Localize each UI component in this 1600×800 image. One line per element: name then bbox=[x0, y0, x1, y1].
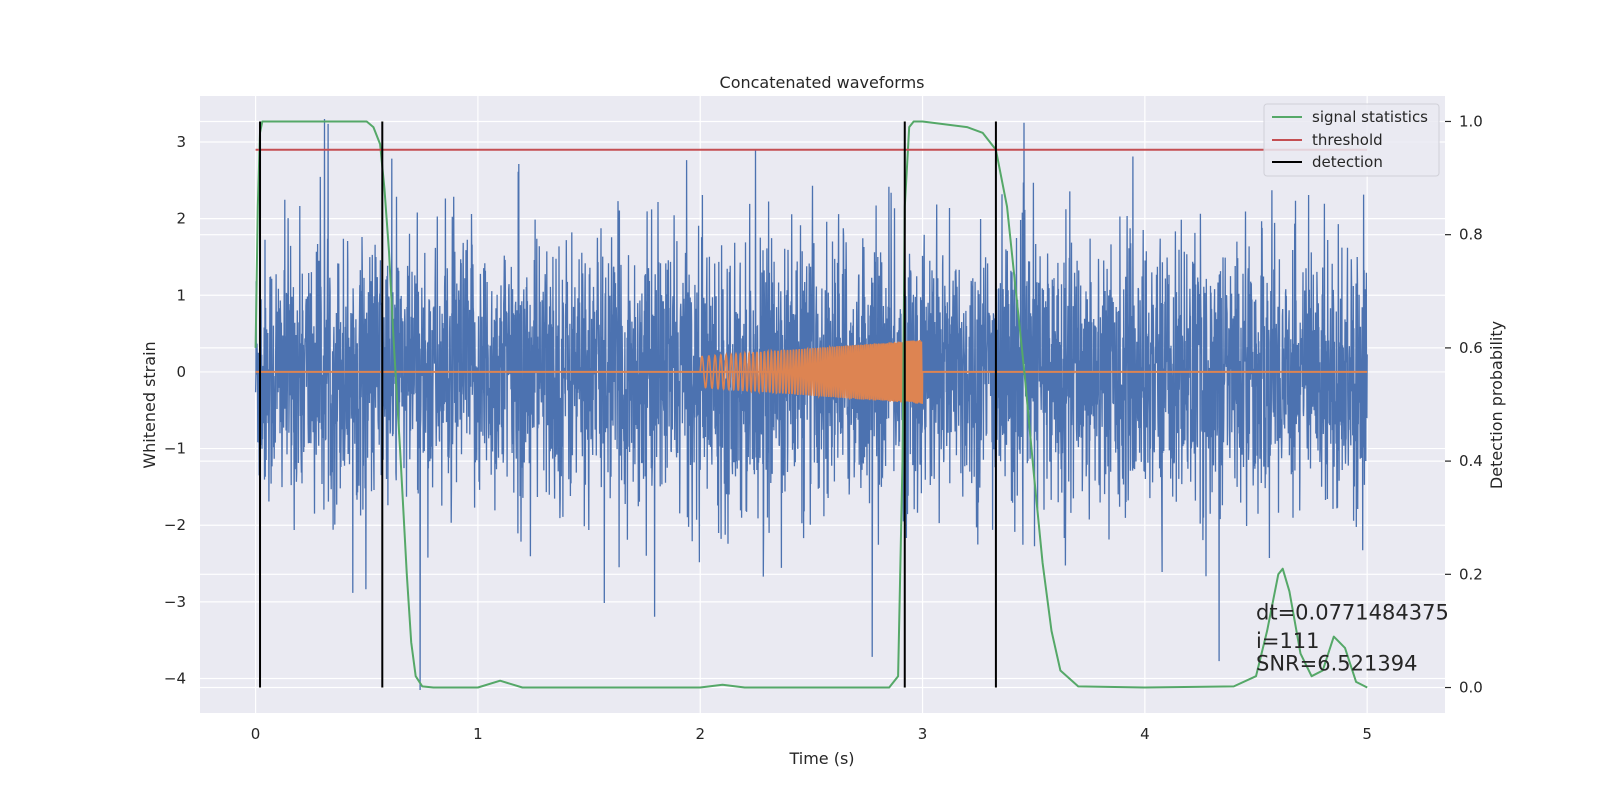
strain-series bbox=[254, 118, 1368, 691]
y-tick-label-2: −2 bbox=[164, 516, 186, 534]
x-tick-label-3: 3 bbox=[918, 725, 928, 743]
legend-signal-statistics-label: signal statistics bbox=[1312, 108, 1428, 126]
y-tick-label-4: 0 bbox=[176, 363, 186, 381]
x-tick-label-2: 2 bbox=[695, 725, 705, 743]
y-axis-right-label: Detection probability bbox=[1487, 321, 1506, 489]
x-tick-label-1: 1 bbox=[473, 725, 483, 743]
y-tick-label-3: −1 bbox=[164, 440, 186, 458]
x-axis-label: Time (s) bbox=[788, 749, 854, 768]
y-tick-label-6: 2 bbox=[176, 210, 186, 228]
injection-series bbox=[255, 339, 1368, 404]
y-tick-label-5: 1 bbox=[176, 286, 186, 304]
y-tick-label-0: −4 bbox=[164, 670, 186, 688]
y-right-tick-label-1: 0.2 bbox=[1459, 565, 1483, 583]
x-tick-label-4: 4 bbox=[1140, 725, 1150, 743]
x-tick-label-5: 5 bbox=[1362, 725, 1372, 743]
annotation-2: SNR=6.521394 bbox=[1256, 652, 1417, 676]
y-axis-label: Whitened strain bbox=[140, 341, 159, 468]
strain-line bbox=[254, 118, 1368, 691]
legend: signal statistics threshold detection bbox=[1263, 103, 1440, 177]
y-right-tick-label-2: 0.4 bbox=[1459, 452, 1483, 470]
annotation-1: i=111 bbox=[1256, 629, 1320, 653]
legend-detection-label: detection bbox=[1312, 153, 1383, 171]
ticks: 0 1 2 3 4 5 −4 −3 −2 −1 0 1 2 3 0.0 0.2 0.4 0.6 0.8 1.0 bbox=[164, 112, 1483, 743]
legend-box bbox=[1263, 103, 1440, 177]
y-right-tick-label-4: 0.8 bbox=[1459, 226, 1483, 244]
y-tick-label-7: 3 bbox=[176, 133, 186, 151]
legend-threshold-label: threshold bbox=[1312, 131, 1383, 149]
y-tick-label-1: −3 bbox=[164, 593, 186, 611]
y-right-tick-label-0: 0.0 bbox=[1459, 679, 1483, 697]
x-tick-label-0: 0 bbox=[251, 725, 261, 743]
annotation-0: dt=0.0771484375 bbox=[1256, 601, 1449, 625]
detection-series bbox=[259, 121, 997, 688]
y-right-tick-label-3: 0.6 bbox=[1459, 339, 1483, 357]
y-right-tick-label-5: 1.0 bbox=[1459, 112, 1483, 130]
chart-title: Concatenated waveforms bbox=[720, 73, 925, 92]
injection-chirp bbox=[699, 339, 924, 404]
